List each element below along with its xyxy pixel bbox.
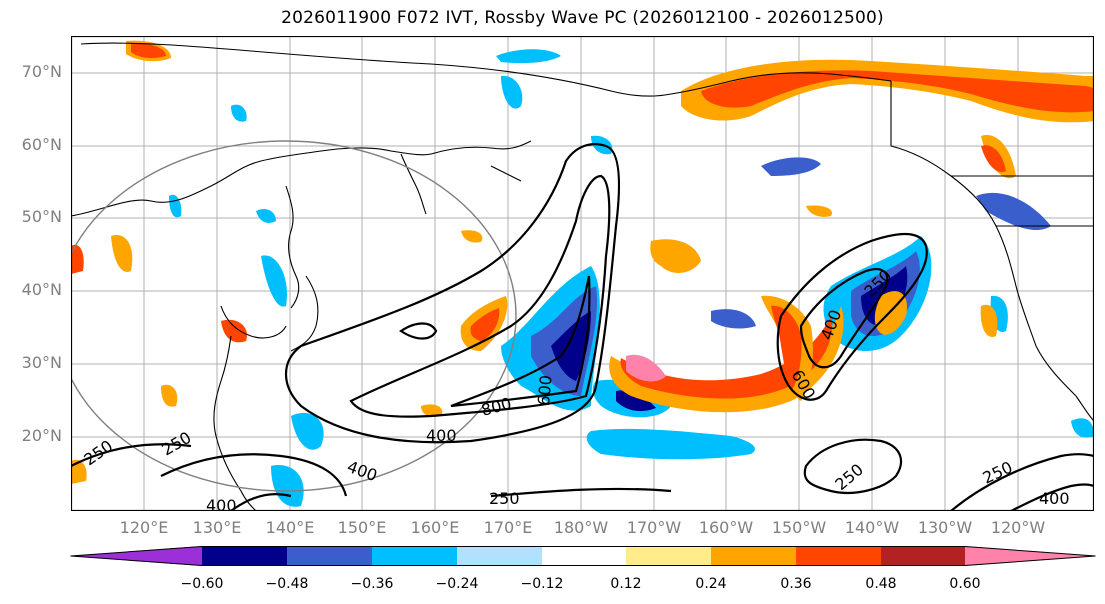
- colorbar-tick: −0.12: [520, 576, 564, 592]
- lon-label-150e: 150°E: [337, 518, 387, 537]
- colorbar-bin: [287, 546, 372, 566]
- contour-label: 400: [1039, 489, 1070, 508]
- coastlines: [71, 42, 1094, 511]
- colorbar-tick: −0.36: [350, 576, 394, 592]
- colorbar-tick: 0.48: [865, 576, 897, 592]
- ivt-contours: [71, 143, 1094, 511]
- colorbar-bin: [457, 546, 542, 566]
- colorbar-bin: [626, 546, 711, 566]
- lon-label-160e: 160°E: [410, 518, 460, 537]
- lon-label-170w: 170°W: [626, 518, 682, 537]
- colorbar-bin: [542, 546, 626, 566]
- reference-ellipse: [71, 140, 517, 492]
- colorbar-tick: 0.36: [780, 576, 812, 592]
- lon-label-130e: 130°E: [192, 518, 242, 537]
- colorbar-tick: −0.48: [265, 576, 309, 592]
- colorbar-bin: [711, 546, 796, 566]
- lon-label-170e: 170°E: [483, 518, 533, 537]
- colorbar-bin: [796, 546, 881, 566]
- lat-label-20n: 20°N: [21, 426, 62, 445]
- lon-label-180w: 180°W: [553, 518, 609, 537]
- lat-label-50n: 50°N: [21, 207, 62, 226]
- colorbar: [70, 546, 1096, 566]
- contour-label: 400: [426, 426, 457, 445]
- lat-label-60n: 60°N: [21, 135, 62, 154]
- contour-label: 600: [534, 374, 556, 406]
- map-panel: 250 250 400 400 400 800 600 600 400 250 …: [71, 36, 1094, 511]
- lon-label-140e: 140°E: [265, 518, 315, 537]
- graticule: [71, 36, 1094, 511]
- lat-label-30n: 30°N: [21, 353, 62, 372]
- colorbar-tick: −0.60: [180, 576, 224, 592]
- colorbar-bin: [202, 546, 287, 566]
- colorbar-tick: 0.12: [610, 576, 642, 592]
- positive-anomaly-shading: [71, 40, 1094, 484]
- contour-label: 250: [489, 489, 520, 508]
- colorbar-tick: −0.24: [435, 576, 479, 592]
- colorbar-bin: [881, 546, 965, 566]
- lat-label-40n: 40°N: [21, 280, 62, 299]
- colorbar-extend-high: [965, 546, 1096, 566]
- lon-label-160w: 160°W: [698, 518, 754, 537]
- lon-label-120w: 120°W: [990, 518, 1046, 537]
- colorbar-tick: 0.24: [695, 576, 727, 592]
- lon-label-150w: 150°W: [771, 518, 827, 537]
- map-title: 2026011900 F072 IVT, Rossby Wave PC (202…: [281, 8, 884, 28]
- lon-label-120e: 120°E: [119, 518, 169, 537]
- colorbar-tick: 0.60: [949, 576, 981, 592]
- colorbar-extend-low: [70, 546, 202, 566]
- contour-label: 400: [206, 496, 237, 511]
- lon-label-130w: 130°W: [917, 518, 973, 537]
- lon-label-140w: 140°W: [844, 518, 900, 537]
- lat-label-70n: 70°N: [21, 62, 62, 81]
- colorbar-bin: [372, 546, 457, 566]
